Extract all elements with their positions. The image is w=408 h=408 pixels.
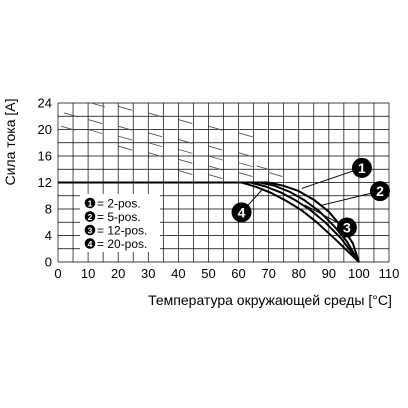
series-lines	[58, 181, 360, 263]
dash-mark	[148, 132, 163, 138]
dash-mark	[208, 174, 223, 179]
dash-mark	[87, 129, 103, 134]
callout-leader	[301, 167, 363, 189]
x-tick-label: 20	[111, 266, 125, 281]
dash-mark	[148, 142, 163, 148]
y-axis-label: Сила тока [A]	[2, 98, 18, 185]
x-tick-label: 0	[54, 266, 61, 281]
dash-mark	[63, 112, 79, 118]
legend-marker	[84, 211, 96, 222]
x-tick-label: 30	[141, 266, 155, 281]
y-tick-label: 8	[45, 202, 52, 217]
y-tick-label: 20	[38, 122, 52, 137]
dash-mark	[178, 170, 193, 176]
legend-marker-number: 1	[88, 198, 93, 208]
x-tick-label: 80	[291, 266, 305, 281]
legend-text: = 2-pos.	[97, 197, 141, 211]
dash-mark	[238, 132, 253, 138]
legend-text: = 5-pos.	[97, 210, 141, 224]
legend-marker	[84, 224, 96, 236]
legend: 1 = 2-pos. 2 = 5-pos. 3 = 12-pos. 4 = 20-pos.	[80, 194, 160, 252]
legend-marker	[84, 197, 96, 209]
x-tick-label: 70	[261, 266, 275, 281]
dash-mark	[118, 125, 133, 131]
dash-mark	[208, 155, 223, 161]
dash-mark	[178, 148, 193, 154]
dash-mark	[90, 102, 106, 108]
series-line-3	[58, 181, 360, 263]
legend-marker-number: 4	[88, 239, 93, 249]
legend-text: = 20-pos.	[97, 237, 147, 251]
x-tick-label: 50	[201, 266, 215, 281]
dash-mark	[148, 112, 163, 118]
callout-number: 2	[376, 183, 384, 199]
x-axis-label: Температура окружающей среды [°C]	[148, 292, 392, 308]
legend-marker-number: 3	[88, 225, 93, 235]
callout-leader	[319, 190, 381, 207]
series-line-1	[58, 181, 360, 263]
y-tick-label: 12	[38, 175, 52, 190]
callout-marker	[351, 157, 372, 178]
callout-marker	[336, 217, 357, 238]
x-tick-label: 110	[379, 266, 400, 281]
dash-mark	[178, 158, 193, 164]
dash-mark	[178, 139, 193, 144]
y-tick-label: 0	[45, 255, 52, 270]
dash-mark	[118, 145, 133, 151]
callout-marker	[369, 181, 390, 202]
dash-mark	[208, 145, 223, 151]
callout-number: 1	[358, 160, 366, 176]
series-line-4	[58, 181, 360, 263]
callout-marker	[231, 202, 252, 223]
callouts: 12 3 4	[231, 157, 390, 238]
x-tick-label: 60	[231, 266, 245, 281]
y-tick-label: 4	[45, 228, 52, 243]
x-tick-label: 100	[348, 266, 370, 281]
dash-mark	[118, 105, 133, 111]
callout-number: 4	[238, 204, 246, 220]
dash-mark	[87, 119, 103, 124]
dash-mark	[238, 152, 253, 158]
dash-mark	[238, 172, 253, 177]
dash-mark	[118, 135, 133, 141]
background-dashes	[60, 102, 283, 179]
legend-marker	[84, 238, 96, 249]
legend-marker-number: 2	[88, 212, 93, 222]
x-tick-label: 10	[81, 266, 95, 281]
callout-number: 3	[343, 220, 351, 236]
dash-mark	[208, 165, 223, 171]
x-tick-label: 40	[171, 266, 185, 281]
legend-text: = 12-pos.	[97, 224, 147, 238]
dash-mark	[208, 125, 223, 131]
y-tick-label: 16	[38, 149, 52, 164]
dash-mark	[148, 152, 163, 158]
dash-mark	[238, 162, 253, 168]
y-tick-label: 24	[38, 96, 52, 111]
dash-mark	[268, 172, 283, 177]
dash-mark	[178, 119, 193, 124]
dash-mark	[60, 125, 76, 131]
x-tick-label: 90	[322, 266, 336, 281]
dash-mark	[256, 165, 271, 171]
